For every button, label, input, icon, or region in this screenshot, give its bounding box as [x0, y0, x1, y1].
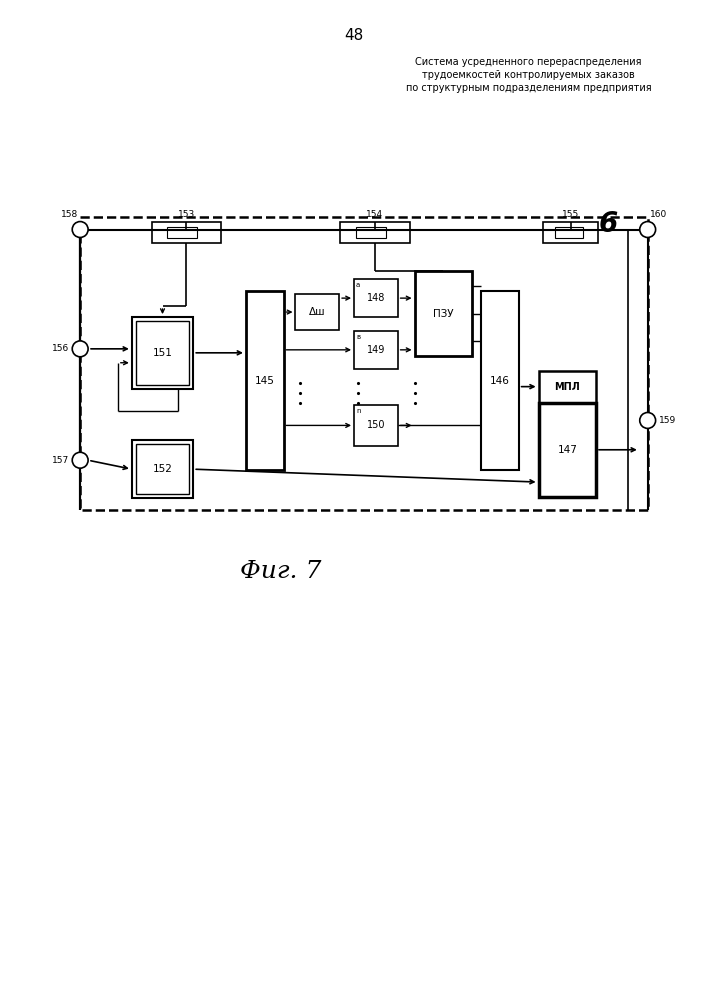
Text: n: n	[356, 408, 361, 414]
Text: 152: 152	[153, 464, 173, 474]
Text: 159: 159	[659, 416, 676, 425]
Bar	[539, 371, 596, 403]
Text: 149: 149	[367, 345, 385, 355]
Bar	[136, 321, 189, 385]
Text: в: в	[356, 334, 360, 340]
Text: 158: 158	[61, 210, 78, 219]
Bar	[356, 227, 386, 238]
Bar	[354, 331, 397, 369]
Text: 147: 147	[557, 445, 577, 455]
Text: МПЛ: МПЛ	[554, 382, 580, 392]
Text: Система усредненного перераспределения: Система усредненного перераспределения	[416, 57, 642, 67]
Text: Фиг. 7: Фиг. 7	[240, 560, 321, 583]
Bar	[354, 279, 397, 317]
Bar	[296, 294, 339, 330]
Text: 157: 157	[52, 456, 69, 465]
Text: 160: 160	[650, 210, 667, 219]
Text: 146: 146	[490, 376, 510, 386]
Bar	[132, 317, 193, 389]
Text: 6: 6	[598, 210, 618, 238]
Text: ПЗУ: ПЗУ	[433, 309, 454, 319]
Text: a: a	[356, 282, 361, 288]
Bar	[136, 444, 189, 494]
Text: 154: 154	[366, 210, 383, 219]
Text: 153: 153	[177, 210, 195, 219]
Text: 145: 145	[255, 376, 274, 386]
Text: 156: 156	[52, 344, 69, 353]
Bar	[132, 440, 193, 498]
Text: 155: 155	[562, 210, 580, 219]
Circle shape	[72, 452, 88, 468]
Text: Δш: Δш	[309, 307, 326, 317]
Text: 48: 48	[344, 28, 363, 43]
Circle shape	[640, 222, 655, 237]
Circle shape	[640, 412, 655, 428]
Bar	[539, 403, 596, 497]
Text: 148: 148	[367, 293, 385, 303]
Bar	[481, 291, 519, 470]
Bar	[414, 271, 472, 356]
Text: трудоемкостей контролируемых заказов: трудоемкостей контролируемых заказов	[422, 70, 635, 80]
Bar	[340, 222, 409, 243]
Bar	[354, 405, 397, 446]
Bar	[80, 217, 648, 510]
Bar	[556, 227, 583, 238]
Bar	[246, 291, 284, 470]
Text: 150: 150	[366, 420, 385, 430]
Bar	[168, 227, 197, 238]
Bar	[151, 222, 221, 243]
Circle shape	[72, 341, 88, 357]
Text: 151: 151	[153, 348, 173, 358]
Bar	[544, 222, 598, 243]
Text: по структурным подразделениям предприятия: по структурным подразделениям предприяти…	[406, 83, 651, 93]
Circle shape	[72, 222, 88, 237]
